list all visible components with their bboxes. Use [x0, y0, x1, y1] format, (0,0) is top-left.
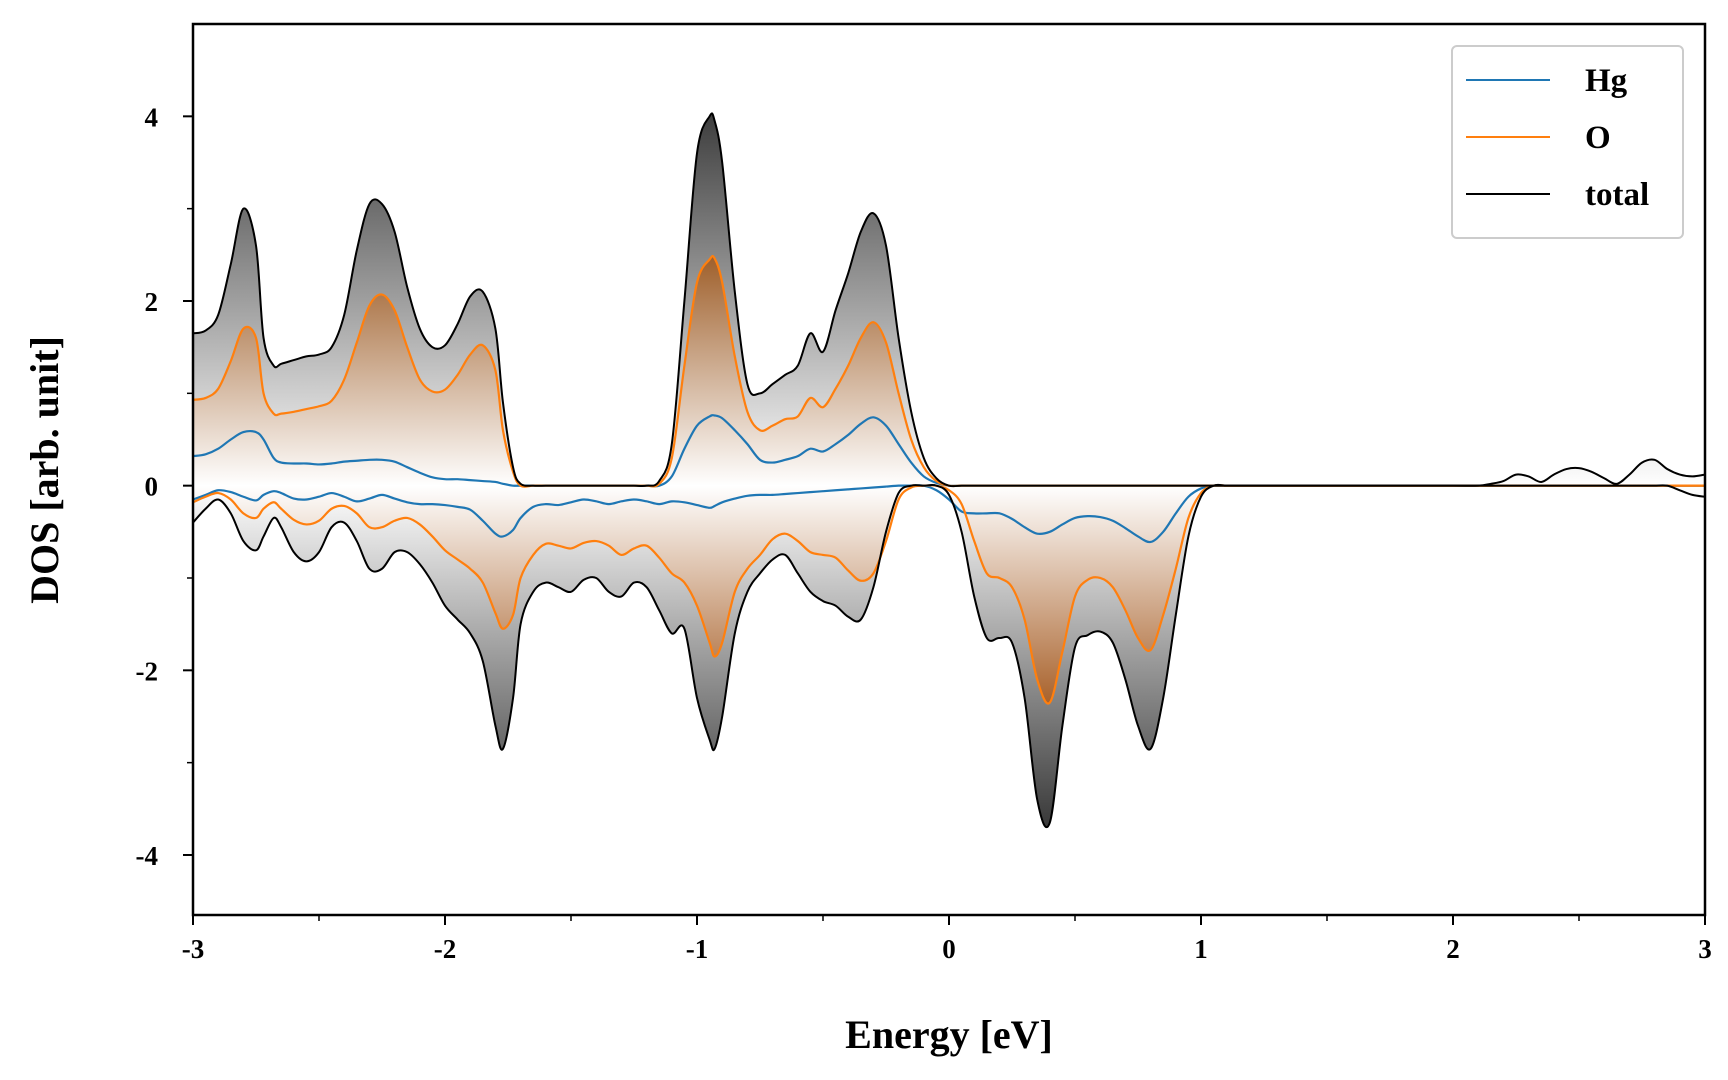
legend-box: [1451, 45, 1684, 239]
x-axis-title: Energy [eV]: [845, 1012, 1053, 1057]
x-tick-label: -3: [182, 934, 205, 964]
legend-label-hg: Hg: [1585, 63, 1628, 99]
fill-o-down: [193, 485, 1705, 704]
x-tick-label: -2: [434, 934, 457, 964]
x-axis: -3 -2 -1 0 1 2 3: [182, 915, 1712, 964]
y-axis-title: DOS [arb. unit]: [22, 336, 67, 604]
y-tick-label: 2: [145, 287, 159, 317]
y-tick-label: 4: [145, 102, 159, 132]
y-tick-label: 0: [145, 472, 159, 502]
legend-label-total: total: [1585, 177, 1649, 213]
line-total-down: [192, 483, 1706, 829]
x-tick-label: -1: [686, 934, 709, 964]
x-tick-label: 3: [1698, 934, 1712, 964]
x-tick-label: 0: [942, 934, 956, 964]
x-tick-label: 1: [1194, 934, 1208, 964]
dos-lines: [192, 112, 1706, 829]
y-tick-label: -4: [136, 841, 159, 871]
y-tick-label: -2: [136, 656, 159, 686]
legend-label-o: O: [1585, 120, 1611, 156]
x-tick-label: 2: [1446, 934, 1460, 964]
y-axis: -4 -2 0 2 4: [136, 102, 193, 871]
fill-total-down: [193, 484, 1705, 828]
